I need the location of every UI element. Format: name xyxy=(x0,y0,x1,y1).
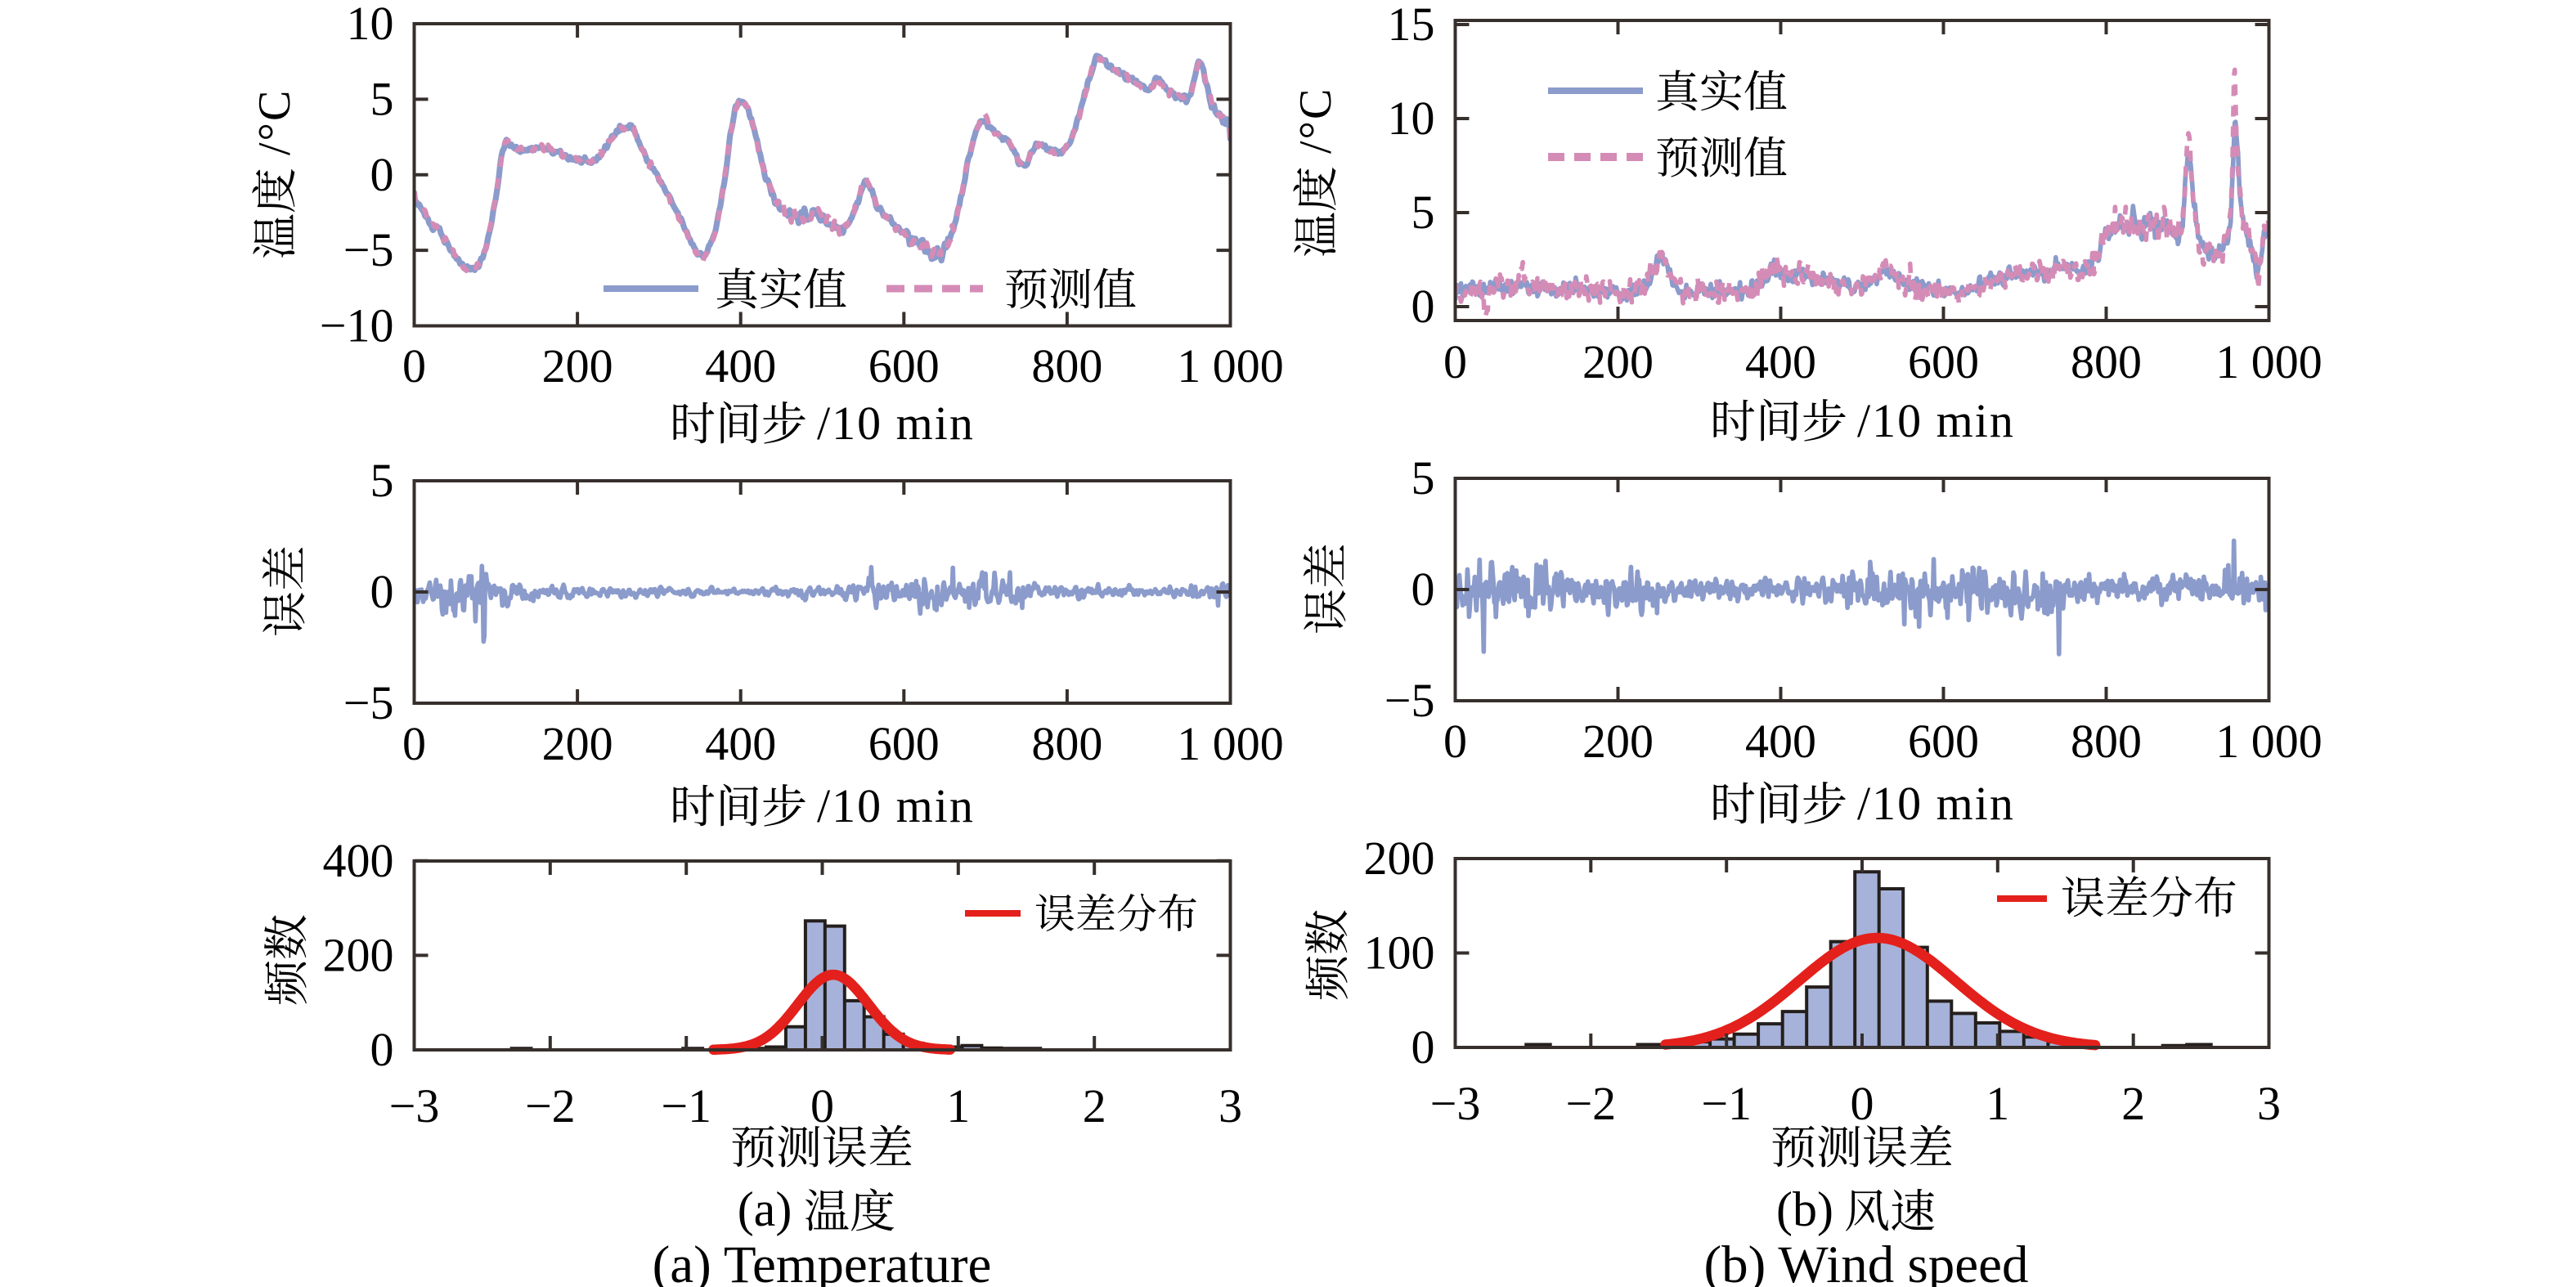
svg-text:1 000: 1 000 xyxy=(2215,715,2322,768)
svg-text:(a) Temperature: (a) Temperature xyxy=(653,1235,992,1287)
svg-text:0: 0 xyxy=(402,717,426,770)
svg-text:(b) Wind speed: (b) Wind speed xyxy=(1704,1235,2029,1287)
svg-text:−5: −5 xyxy=(343,223,394,276)
svg-text:−5: −5 xyxy=(343,676,394,729)
svg-text:600: 600 xyxy=(1908,715,1979,768)
svg-text:(b): (b) xyxy=(1776,1182,1833,1236)
svg-text:800: 800 xyxy=(2071,335,2142,388)
svg-text:200: 200 xyxy=(323,928,394,981)
svg-text:800: 800 xyxy=(1031,339,1102,392)
svg-text:0: 0 xyxy=(1443,335,1467,388)
svg-text:1 000: 1 000 xyxy=(2215,335,2322,388)
svg-text:2: 2 xyxy=(2121,1077,2145,1130)
svg-text:−1: −1 xyxy=(661,1079,711,1132)
svg-text:2: 2 xyxy=(1083,1079,1106,1132)
svg-text:0: 0 xyxy=(1411,280,1435,333)
svg-text:1: 1 xyxy=(946,1079,970,1132)
svg-text:600: 600 xyxy=(868,717,940,770)
svg-text:3: 3 xyxy=(1218,1079,1242,1132)
svg-text:−3: −3 xyxy=(389,1079,440,1132)
svg-text:800: 800 xyxy=(2071,715,2142,768)
svg-text:3: 3 xyxy=(2257,1077,2281,1130)
svg-text:5: 5 xyxy=(1411,186,1435,239)
svg-text:0: 0 xyxy=(1411,563,1435,616)
svg-text:0: 0 xyxy=(1443,715,1467,768)
svg-text:600: 600 xyxy=(868,339,940,392)
svg-text:400: 400 xyxy=(705,339,776,392)
svg-text:200: 200 xyxy=(1582,715,1654,768)
svg-text:400: 400 xyxy=(705,717,776,770)
svg-text:−2: −2 xyxy=(525,1079,576,1132)
svg-text:15: 15 xyxy=(1388,0,1435,51)
svg-text:0: 0 xyxy=(402,339,426,392)
svg-text:5: 5 xyxy=(370,72,394,125)
svg-text:600: 600 xyxy=(1908,335,1979,388)
svg-text:5: 5 xyxy=(1411,451,1435,504)
svg-text:5: 5 xyxy=(370,454,394,507)
svg-text:−3: −3 xyxy=(1430,1077,1481,1130)
svg-text:200: 200 xyxy=(542,717,613,770)
svg-text:800: 800 xyxy=(1031,717,1102,770)
svg-text:10: 10 xyxy=(1388,92,1435,145)
svg-text:0: 0 xyxy=(1851,1077,1874,1130)
svg-text:/10 min: /10 min xyxy=(1857,777,2015,830)
svg-text:0: 0 xyxy=(370,148,394,201)
svg-text:100: 100 xyxy=(1364,926,1435,980)
svg-text:0: 0 xyxy=(370,565,394,618)
svg-text:−5: −5 xyxy=(1384,674,1435,727)
svg-text:400: 400 xyxy=(1745,335,1816,388)
svg-text:/10 min: /10 min xyxy=(817,397,975,450)
svg-text:−2: −2 xyxy=(1565,1077,1616,1130)
svg-text:0: 0 xyxy=(810,1079,834,1132)
svg-text:1: 1 xyxy=(1986,1077,2009,1130)
svg-text:(a): (a) xyxy=(738,1182,792,1236)
svg-text:/10 min: /10 min xyxy=(817,779,975,832)
svg-text:/°C: /°C xyxy=(249,89,300,155)
svg-text:1 000: 1 000 xyxy=(1177,717,1284,770)
svg-text:400: 400 xyxy=(323,834,394,887)
svg-text:200: 200 xyxy=(542,339,613,392)
svg-text:/°C: /°C xyxy=(1290,87,1341,154)
svg-text:0: 0 xyxy=(1411,1020,1435,1074)
svg-text:0: 0 xyxy=(370,1023,394,1076)
svg-text:−1: −1 xyxy=(1701,1077,1752,1130)
svg-text:/10 min: /10 min xyxy=(1857,394,2015,447)
svg-text:−10: −10 xyxy=(320,299,394,352)
svg-text:1 000: 1 000 xyxy=(1177,339,1284,392)
svg-text:10: 10 xyxy=(347,0,394,50)
svg-text:200: 200 xyxy=(1364,832,1435,885)
svg-text:200: 200 xyxy=(1582,335,1654,388)
svg-text:400: 400 xyxy=(1745,715,1816,768)
